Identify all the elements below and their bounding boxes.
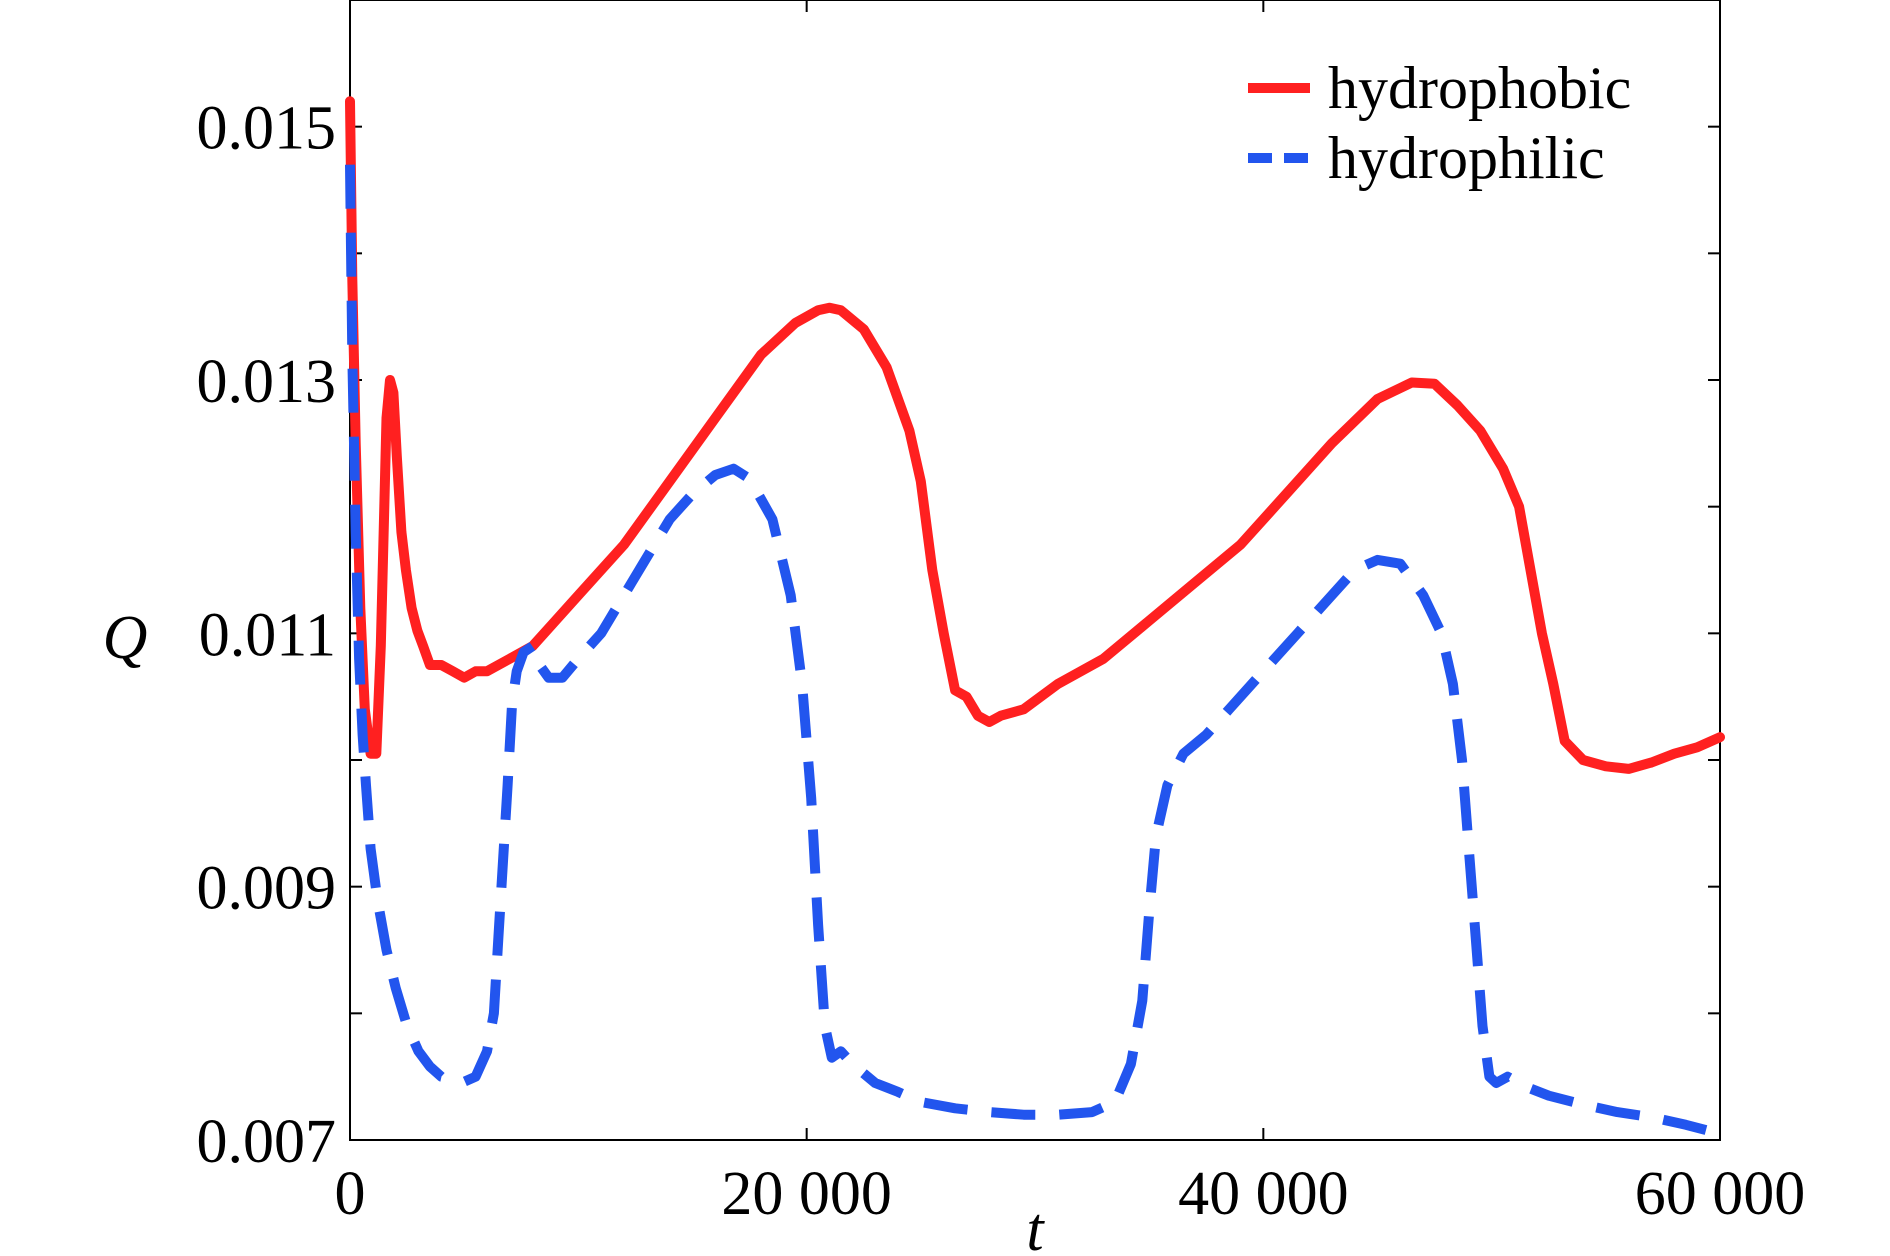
y-tick-label: 0.013	[197, 348, 337, 416]
legend-label-hydrophobic: hydrophobic	[1328, 55, 1631, 121]
series-line-hydrophilic	[345, 164, 1722, 1139]
y-axis-title: Q	[103, 604, 148, 672]
series-layer	[345, 96, 1725, 1139]
y-tick-label: 0.015	[197, 95, 337, 163]
x-tick-label: 40 000	[1178, 1160, 1349, 1228]
y-tick-label: 0.011	[199, 601, 336, 669]
x-tick-label: 60 000	[1635, 1160, 1806, 1228]
legend: hydrophobic hydrophilic	[1248, 55, 1631, 191]
legend-label-hydrophilic: hydrophilic	[1328, 125, 1605, 191]
y-tick-label: 0.007	[197, 1108, 337, 1176]
y-tick-label: 0.009	[197, 855, 337, 923]
plot-area: 0.007 0.009 0.011 0.013 0.015 0 20 000 40 000 6…	[197, 0, 1806, 1228]
x-axis: 0 20 000 40 000 60 000	[335, 0, 1806, 1228]
y-axis: 0.007 0.009 0.011 0.013 0.015	[197, 0, 1720, 1176]
series-line-hydrophobic	[345, 96, 1725, 774]
x-axis-title: t	[1026, 1196, 1045, 1256]
plot-frame	[349, 0, 1721, 1141]
x-tick-label: 0	[335, 1160, 366, 1228]
x-tick-label: 20 000	[721, 1160, 892, 1228]
